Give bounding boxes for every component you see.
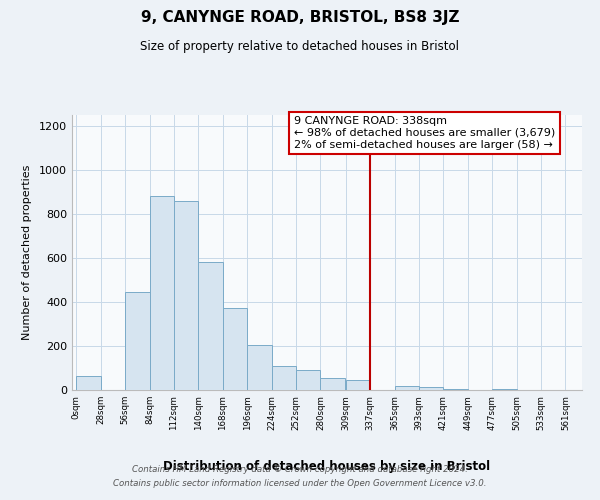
Text: 9 CANYNGE ROAD: 338sqm
← 98% of detached houses are smaller (3,679)
2% of semi-d: 9 CANYNGE ROAD: 338sqm ← 98% of detached… bbox=[294, 116, 555, 150]
Bar bbox=[272, 366, 296, 390]
Bar bbox=[346, 380, 370, 390]
Bar bbox=[395, 386, 419, 390]
Bar bbox=[492, 389, 517, 390]
Text: 9, CANYNGE ROAD, BRISTOL, BS8 3JZ: 9, CANYNGE ROAD, BRISTOL, BS8 3JZ bbox=[141, 10, 459, 25]
Bar bbox=[149, 196, 174, 390]
Bar bbox=[443, 389, 468, 390]
Bar bbox=[320, 378, 345, 390]
Bar bbox=[247, 345, 272, 390]
Bar bbox=[174, 201, 199, 390]
Bar bbox=[199, 262, 223, 390]
Text: Distribution of detached houses by size in Bristol: Distribution of detached houses by size … bbox=[163, 460, 491, 473]
Bar bbox=[419, 386, 443, 390]
Bar bbox=[76, 376, 101, 390]
Y-axis label: Number of detached properties: Number of detached properties bbox=[22, 165, 32, 340]
Bar bbox=[125, 292, 149, 390]
Text: Contains HM Land Registry data © Crown copyright and database right 2024.
Contai: Contains HM Land Registry data © Crown c… bbox=[113, 466, 487, 487]
Bar bbox=[223, 308, 247, 390]
Text: Size of property relative to detached houses in Bristol: Size of property relative to detached ho… bbox=[140, 40, 460, 53]
Bar bbox=[296, 370, 320, 390]
